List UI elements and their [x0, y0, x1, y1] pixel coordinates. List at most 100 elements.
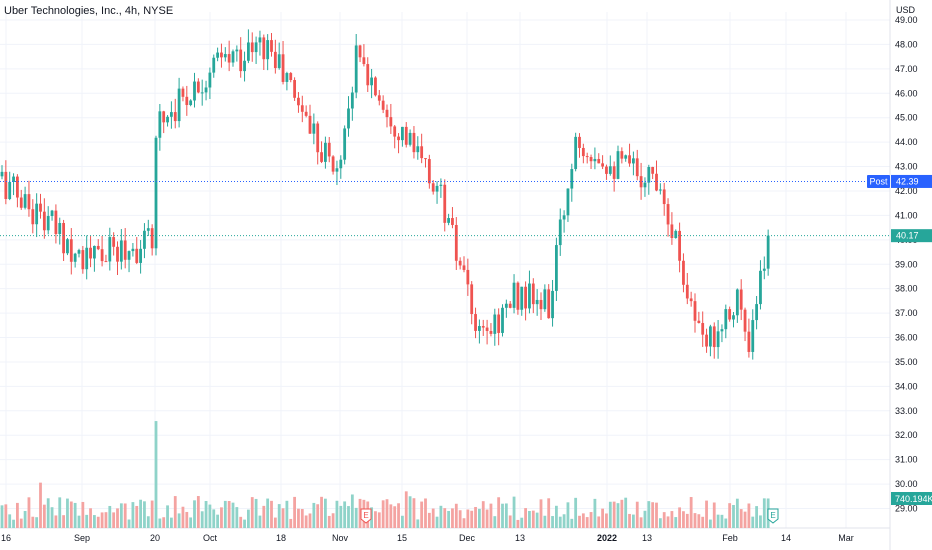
candle-body	[27, 194, 31, 210]
volume-bar	[597, 516, 601, 528]
volume-bar	[173, 496, 177, 528]
candle-body	[170, 112, 173, 117]
volume-bar	[116, 508, 119, 528]
volume-bar	[478, 508, 481, 528]
candle-body	[162, 111, 166, 123]
volume-bar	[389, 504, 393, 528]
candle-body	[89, 247, 92, 259]
candle-body	[158, 111, 162, 138]
candle-body	[93, 245, 96, 259]
candle-body	[724, 309, 728, 330]
candle-body	[258, 37, 262, 43]
candle-body	[732, 315, 735, 320]
volume-bar	[81, 501, 85, 528]
candle-body	[300, 105, 304, 112]
y-tick-label: 29.00	[895, 504, 918, 514]
price-axis[interactable]: 49.00 48.00 47.00 46.00 45.00 44.00 43.00 42.00…	[867, 15, 932, 514]
volume-bar	[281, 508, 285, 528]
volume-bar	[250, 497, 254, 528]
candle-body	[766, 235, 770, 269]
volume-bar	[616, 503, 620, 528]
candle-body	[616, 151, 620, 179]
candle-body	[585, 156, 589, 158]
candle-body	[666, 204, 670, 225]
volume-bar	[196, 496, 200, 528]
candle-body	[578, 136, 581, 148]
volume-bar	[293, 496, 296, 528]
candle-body	[670, 224, 674, 239]
volume-bar	[262, 505, 266, 528]
x-tick-label: Sep	[74, 533, 90, 543]
candle-body	[46, 216, 50, 231]
volume-bar	[504, 503, 508, 528]
candle-body	[624, 155, 628, 159]
volume-bar	[728, 503, 732, 528]
volume-bar	[220, 507, 223, 528]
candle-body	[204, 87, 208, 93]
volume-bar	[581, 513, 585, 528]
volume-bar	[543, 515, 547, 528]
volume-bar	[320, 496, 323, 528]
volume-bar	[243, 519, 246, 528]
candle-body	[297, 97, 300, 106]
candle-body	[181, 88, 185, 97]
candle-body	[12, 176, 15, 182]
time-axis[interactable]: 16 Sep 20 Oct 18 Nov 15 Dec 13 2022 13 Feb 14 Mar	[1, 533, 854, 543]
candle-body	[516, 282, 520, 310]
candle-body	[273, 51, 277, 69]
volume-bar	[624, 497, 628, 528]
volume-bar	[300, 509, 304, 528]
volume-bar	[612, 501, 616, 528]
candle-body	[501, 307, 504, 333]
candle-body	[443, 184, 447, 223]
candle-body	[466, 269, 470, 285]
volume-bar	[200, 511, 204, 528]
volume-bar	[628, 513, 631, 528]
y-tick-label: 39.00	[895, 259, 918, 269]
volume-bar	[143, 501, 146, 528]
candle-body	[531, 283, 535, 305]
candle-body	[632, 158, 635, 164]
volume-bar	[66, 498, 69, 528]
volume-bar	[146, 516, 150, 528]
volume-bar	[420, 501, 424, 528]
candle-body	[304, 111, 308, 116]
volume-bar	[50, 507, 54, 528]
candle-body	[558, 219, 562, 246]
candle-body	[285, 73, 289, 82]
candle-body	[247, 42, 250, 61]
volume-bar	[266, 498, 270, 528]
volume-bar	[451, 508, 454, 528]
volume-bar	[431, 508, 435, 528]
post-value-box	[891, 174, 932, 188]
candle-body	[254, 42, 258, 53]
volume-bar	[27, 497, 31, 528]
candle-body	[250, 42, 254, 53]
volume-bar	[454, 503, 458, 528]
x-tick-label: 14	[781, 533, 791, 543]
candle-body	[16, 176, 19, 198]
last-value-box	[891, 229, 932, 243]
candle-body	[339, 159, 343, 169]
candle-body	[366, 64, 370, 86]
volume-bar	[732, 505, 735, 528]
volume-bar	[254, 498, 258, 528]
candle-body	[331, 156, 335, 172]
candle-body	[312, 123, 316, 134]
candle-body	[23, 194, 27, 208]
x-tick-label: 20	[150, 533, 160, 543]
candle-body	[451, 218, 454, 225]
volume-bar	[39, 482, 42, 528]
candle-body	[735, 289, 739, 316]
volume-bar	[150, 500, 154, 528]
y-tick-label: 34.00	[895, 381, 918, 391]
volume-bar	[23, 510, 27, 528]
candle-body	[408, 132, 412, 145]
y-tick-label: 30.00	[895, 479, 918, 489]
volume-bar	[270, 500, 273, 528]
x-tick-label: 13	[515, 533, 525, 543]
candle-body	[196, 81, 200, 93]
candle-body	[481, 326, 485, 328]
volume-bar	[354, 507, 358, 528]
